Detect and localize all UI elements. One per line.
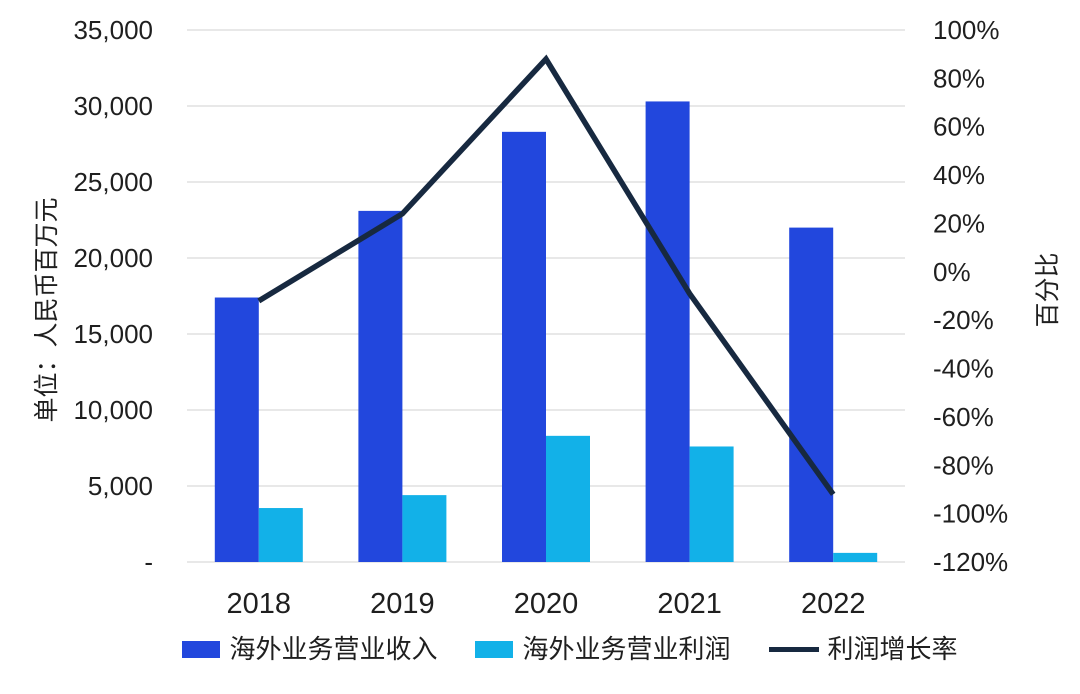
y-axis-right-tick-label: 20% xyxy=(933,208,985,238)
legend-item-growth: 利润增长率 xyxy=(768,634,958,664)
y-axis-right-tick-label: -20% xyxy=(933,305,994,335)
y-axis-left-tick-label: 35,000 xyxy=(73,15,153,45)
legend: 海外业务营业收入 海外业务营业利润 利润增长率 xyxy=(60,636,1080,662)
y-axis-right-tick-label: 40% xyxy=(933,160,985,190)
y-axis-left-tick-label: 10,000 xyxy=(73,395,153,425)
profit-bar-2021 xyxy=(689,446,734,562)
legend-item-revenue: 海外业务营业收入 xyxy=(182,636,437,662)
x-axis-label-2021: 2021 xyxy=(657,588,722,620)
legend-label-profit: 海外业务营业利润 xyxy=(522,634,731,664)
legend-label-growth: 利润增长率 xyxy=(827,634,958,664)
revenue-bar-2019 xyxy=(358,210,403,562)
x-axis-label-2022: 2022 xyxy=(801,588,866,620)
x-axis-label-2018: 2018 xyxy=(227,588,292,620)
y-axis-left-tick-label: - xyxy=(144,547,153,577)
y-axis-left-tick-label: 5,000 xyxy=(88,471,153,501)
revenue-bar-2021 xyxy=(645,101,690,562)
y-axis-right-tick-label: 0% xyxy=(933,257,971,287)
profit-bar-2018 xyxy=(258,508,303,562)
y-axis-left-tick-label: 25,000 xyxy=(73,167,153,197)
y-axis-right-tick-label: -40% xyxy=(933,354,994,384)
y-axis-right-tick-label: -100% xyxy=(933,499,1008,529)
growth-line xyxy=(257,54,836,496)
profit-bar-2022 xyxy=(833,552,878,562)
legend-label-revenue: 海外业务营业收入 xyxy=(229,634,438,664)
x-axis-label-2020: 2020 xyxy=(514,588,579,620)
growth-line-series xyxy=(257,54,836,496)
x-axis-labels: 2018 2019 2020 2021 2022 xyxy=(227,588,866,620)
x-axis-label-2019: 2019 xyxy=(370,588,435,620)
left-axis-tick-labels: 35,000 30,000 25,000 20,000 15,000 10,000 5,00… xyxy=(73,15,153,577)
revenue-bar-2022 xyxy=(789,227,834,562)
y-axis-left-tick-label: 30,000 xyxy=(73,91,153,121)
growth-line-swatch xyxy=(768,646,819,652)
y-axis-right-tick-label: -80% xyxy=(933,450,994,480)
profit-swatch xyxy=(475,640,514,658)
revenue-bar-2018 xyxy=(214,297,259,562)
left-axis-title: 单位：人民币百万元 xyxy=(33,197,61,423)
y-axis-right-tick-label: 100% xyxy=(933,15,1000,45)
revenue-swatch xyxy=(182,640,221,658)
right-axis-title: 百分比 xyxy=(1034,252,1062,328)
y-axis-left-tick-label: 15,000 xyxy=(73,319,153,349)
y-axis-right-tick-label: 60% xyxy=(933,112,985,142)
legend-item-profit: 海外业务营业利润 xyxy=(475,634,731,664)
y-axis-right-tick-label: -120% xyxy=(933,547,1008,577)
y-axis-right-tick-label: 80% xyxy=(933,63,985,93)
y-axis-right-tick-label: -60% xyxy=(933,402,994,432)
profit-bar-2019 xyxy=(402,495,447,562)
profit-bar-2020 xyxy=(546,435,590,562)
y-axis-left-tick-label: 20,000 xyxy=(73,243,153,273)
right-axis-tick-labels: 100% 80% 60% 40% 20% 0% -20% -40% -60% -80% -100% -… xyxy=(933,15,1008,577)
bar-series xyxy=(214,101,878,562)
revenue-bar-2020 xyxy=(502,131,546,562)
